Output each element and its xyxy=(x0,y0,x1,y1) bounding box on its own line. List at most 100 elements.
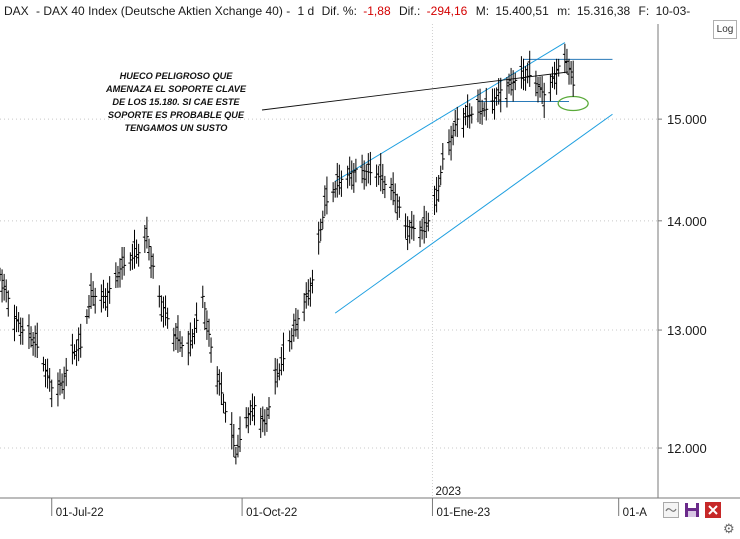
price-bar xyxy=(190,328,195,349)
price-bar xyxy=(260,406,265,433)
price-bar xyxy=(105,282,110,318)
price-bar xyxy=(120,246,125,280)
price-bar xyxy=(93,287,98,314)
wave-icon[interactable] xyxy=(663,502,679,518)
annotation: HUECO PELIGROSO QUE AMENAZA EL SOPORTE C… xyxy=(105,71,247,133)
price-bar xyxy=(178,331,183,352)
price-bar xyxy=(461,107,466,138)
price-bar xyxy=(246,407,251,434)
price-bar xyxy=(569,61,574,85)
price-bar xyxy=(132,229,137,269)
price-bar xyxy=(302,293,307,322)
header-max-label: M: xyxy=(476,4,489,18)
price-bar xyxy=(418,220,423,248)
price-bar xyxy=(405,216,410,251)
price-bar xyxy=(411,214,416,241)
price-bar xyxy=(223,402,228,423)
price-bar xyxy=(422,205,427,244)
price-bar xyxy=(293,308,298,337)
price-bar xyxy=(171,327,176,352)
price-bar xyxy=(556,58,561,77)
price-bar xyxy=(364,164,369,187)
price-bar xyxy=(484,87,489,121)
price-bar xyxy=(206,318,211,347)
price-bar xyxy=(194,302,199,333)
price-bar xyxy=(318,218,323,242)
price-bars xyxy=(0,43,576,465)
price-bar xyxy=(353,158,358,183)
price-bar xyxy=(513,72,518,91)
price-bar xyxy=(455,106,460,138)
y-tick-label-0: 12.000 xyxy=(667,441,707,456)
price-bar xyxy=(262,409,267,436)
price-bar xyxy=(277,363,282,381)
price-bar xyxy=(469,106,474,124)
price-bar xyxy=(331,182,336,203)
price-bar xyxy=(463,104,468,126)
price-bar xyxy=(498,77,503,113)
support-highlight-ellipse xyxy=(557,95,589,112)
save-icon[interactable] xyxy=(684,502,700,518)
price-bar xyxy=(151,253,156,279)
header-min-label: m: xyxy=(557,4,570,18)
price-bar xyxy=(72,344,77,360)
header-interval: 1 d xyxy=(298,4,315,18)
price-bar xyxy=(295,309,300,339)
close-icon[interactable] xyxy=(705,502,721,518)
header-dif-pct-label: Dif. %: xyxy=(322,4,357,18)
price-bar xyxy=(91,281,96,306)
price-bar xyxy=(564,48,569,75)
price-bar xyxy=(279,347,284,376)
price-bar xyxy=(250,393,255,422)
x-tick-label-1: 01-Oct-22 xyxy=(246,507,297,519)
price-bar xyxy=(204,310,209,340)
header-symbol: DAX xyxy=(4,4,29,18)
price-bar xyxy=(453,109,458,137)
price-bar xyxy=(188,322,193,357)
price-bar xyxy=(49,379,54,408)
price-bar xyxy=(229,412,234,450)
price-bar xyxy=(84,309,89,324)
price-bar xyxy=(12,304,17,342)
price-bar xyxy=(542,82,547,118)
trend-line-channel-lower xyxy=(334,113,613,314)
price-bar xyxy=(107,276,112,304)
price-bar xyxy=(509,67,514,96)
price-bar xyxy=(335,162,340,198)
price-bar xyxy=(368,151,373,186)
price-bar xyxy=(540,76,545,105)
price-bar xyxy=(451,122,456,146)
price-bar xyxy=(217,369,222,396)
price-bar xyxy=(281,332,286,372)
price-bar xyxy=(200,285,205,309)
price-bar xyxy=(6,290,11,317)
price-bar xyxy=(432,185,437,215)
price-bar xyxy=(45,358,50,389)
price-bar xyxy=(4,279,9,303)
price-bar xyxy=(304,282,309,309)
chart-header: DAX - DAX 40 Index (Deutsche Aktien Xcha… xyxy=(4,4,690,18)
price-bar xyxy=(219,372,224,406)
price-bar xyxy=(113,262,118,289)
price-bar xyxy=(264,407,269,432)
price-bar xyxy=(180,336,185,358)
price-bar xyxy=(273,357,278,395)
gear-icon[interactable]: ⚙ xyxy=(723,521,735,536)
price-bar xyxy=(436,174,441,202)
price-bar xyxy=(149,246,154,279)
price-bar xyxy=(16,312,21,333)
price-bar xyxy=(407,219,412,244)
price-bar xyxy=(62,366,67,400)
log-scale-button[interactable]: Log xyxy=(713,20,737,39)
price-bar xyxy=(47,368,52,392)
price-bar xyxy=(316,221,321,255)
price-bar xyxy=(76,327,81,362)
x-tick-label-0: 01-Jul-22 xyxy=(56,507,104,519)
price-bar xyxy=(186,330,191,366)
y-tick-label-2: 14.000 xyxy=(667,214,707,229)
price-bar xyxy=(70,333,75,365)
price-bar xyxy=(144,216,149,249)
header-min: 15.316,38 xyxy=(577,4,631,18)
price-bar xyxy=(55,372,60,407)
